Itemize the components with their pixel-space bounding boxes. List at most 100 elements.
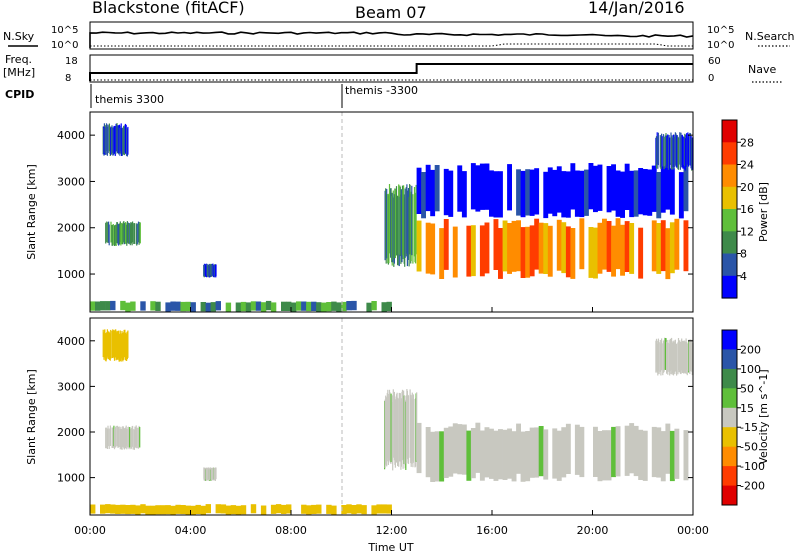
echo-cell bbox=[121, 128, 123, 156]
nave-tick-low: 0 bbox=[708, 73, 714, 84]
echo-cell bbox=[686, 342, 688, 374]
echo-cell bbox=[671, 135, 673, 168]
velocity-panel: 1000 2000 3000 4000 Slant Range [km] bbox=[25, 317, 694, 516]
colorbar-tick-label: 24 bbox=[740, 159, 754, 172]
echo-cell bbox=[113, 428, 116, 450]
echo-cell bbox=[341, 301, 347, 312]
echo-cell bbox=[341, 505, 347, 515]
echo-cell bbox=[416, 167, 422, 214]
nsearch-series bbox=[90, 43, 693, 47]
echo-cell bbox=[658, 342, 660, 375]
echo-cell bbox=[565, 171, 571, 218]
echo-cell bbox=[140, 504, 146, 514]
echo-cell bbox=[673, 136, 675, 170]
echo-cell bbox=[651, 426, 657, 478]
colorbar-swatch bbox=[722, 120, 737, 143]
echo-cell bbox=[250, 504, 257, 514]
echo-cell bbox=[677, 137, 680, 170]
echo-cell bbox=[123, 427, 125, 449]
echo-cell bbox=[200, 505, 206, 515]
echo-cell bbox=[669, 430, 675, 482]
echo-cell bbox=[683, 136, 685, 170]
echo-cell bbox=[665, 163, 671, 210]
x-tick-label: 16:00 bbox=[476, 524, 508, 537]
colorbar-tick-label: 8 bbox=[740, 248, 747, 261]
echo-cell bbox=[395, 186, 398, 256]
echo-cell bbox=[574, 424, 580, 475]
echo-cell bbox=[105, 427, 107, 449]
echo-cell bbox=[394, 188, 396, 259]
echo-cell bbox=[511, 220, 517, 272]
echo-cell bbox=[250, 301, 257, 311]
echo-cell bbox=[507, 223, 512, 274]
echo-cell bbox=[484, 427, 490, 478]
echo-cell bbox=[434, 431, 440, 482]
echo-cell bbox=[443, 427, 449, 478]
echo-cell bbox=[479, 225, 485, 277]
echo-cell bbox=[647, 169, 653, 216]
echo-cell bbox=[660, 220, 666, 272]
echo-cell bbox=[470, 428, 476, 479]
echo-cell bbox=[430, 223, 436, 275]
echo-cell bbox=[123, 329, 125, 358]
colorbar-swatch bbox=[722, 330, 737, 350]
echo-cell bbox=[615, 218, 621, 270]
echo-cell bbox=[108, 332, 110, 360]
velocity-ylabel: Slant Range [km] bbox=[25, 369, 38, 465]
echo-cell bbox=[683, 430, 689, 481]
echo-cell bbox=[110, 300, 116, 311]
power-colorbar-label: Power [dB] bbox=[757, 182, 770, 242]
echo-cell bbox=[210, 302, 216, 312]
echo-cell bbox=[691, 339, 693, 372]
echo-cell bbox=[110, 221, 112, 243]
colorbar-tick-label: -15 bbox=[740, 421, 758, 434]
echo-cell bbox=[466, 430, 472, 481]
echo-cell bbox=[170, 505, 176, 515]
echo-cell bbox=[150, 301, 156, 311]
echo-cell bbox=[669, 343, 671, 376]
echo-cell bbox=[516, 169, 521, 216]
nsearch-label: N.Search bbox=[745, 30, 795, 43]
echo-cell bbox=[620, 171, 625, 218]
echo-cell bbox=[225, 505, 232, 515]
echo-cell bbox=[656, 223, 662, 274]
echo-cell bbox=[235, 302, 242, 312]
colorbar-swatch bbox=[722, 275, 737, 299]
echo-cell bbox=[185, 505, 191, 515]
echo-cell bbox=[105, 332, 108, 360]
echo-cell bbox=[651, 220, 657, 272]
echo-cell bbox=[215, 301, 221, 311]
echo-cell bbox=[107, 331, 109, 359]
y-tick-label: 2000 bbox=[57, 426, 85, 439]
x-tick-label: 08:00 bbox=[275, 524, 307, 537]
echo-cell bbox=[606, 430, 612, 481]
echo-cell bbox=[602, 430, 607, 481]
echo-cell bbox=[190, 302, 196, 312]
echo-cell bbox=[139, 427, 141, 448]
echo-cell bbox=[452, 226, 458, 278]
echo-cell bbox=[669, 137, 671, 170]
echo-cell bbox=[270, 504, 277, 514]
echo-cell bbox=[190, 505, 196, 515]
echo-cell bbox=[657, 132, 659, 166]
echo-cell bbox=[638, 429, 644, 480]
colorbar-tick-label: -100 bbox=[740, 460, 765, 473]
echo-cell bbox=[105, 222, 107, 244]
echo-cell bbox=[489, 170, 494, 217]
echo-cell bbox=[235, 505, 242, 515]
echo-cell bbox=[230, 505, 237, 515]
echo-cell bbox=[543, 223, 549, 274]
echo-cell bbox=[240, 301, 247, 312]
echo-cell bbox=[120, 504, 126, 514]
velocity-colorbar: -200 -100 -50 -15 15 50 100 200 bbox=[721, 329, 765, 506]
echo-cell bbox=[108, 428, 110, 449]
echo-cell bbox=[669, 168, 675, 215]
colorbar-swatch bbox=[722, 231, 737, 255]
echo-cell bbox=[602, 218, 607, 270]
echo-cell bbox=[331, 301, 337, 311]
echo-cell bbox=[611, 426, 616, 478]
echo-cell bbox=[112, 224, 114, 245]
freq-tick-low: 8 bbox=[65, 73, 71, 84]
echo-cell bbox=[593, 165, 598, 213]
